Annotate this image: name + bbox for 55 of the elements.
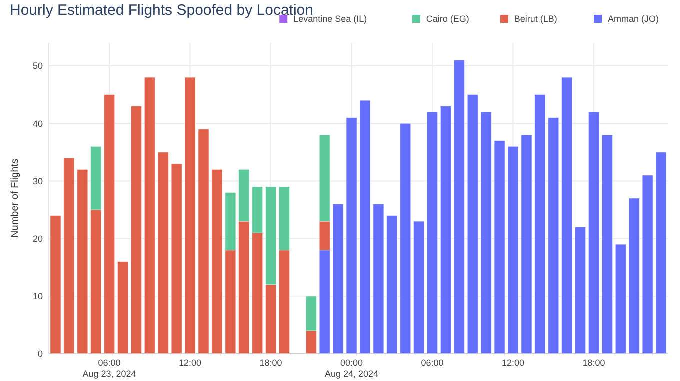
x-tick-label: 00:00 Aug 24, 2024 (324, 358, 379, 379)
bar (144, 77, 156, 354)
x-tick-label: 12:00 (502, 358, 525, 368)
bar (467, 94, 478, 354)
bar (184, 77, 196, 354)
bar (562, 77, 573, 354)
y-tick-label: 30 (32, 176, 43, 186)
bar (440, 106, 452, 354)
y-tick-label: 40 (32, 118, 43, 129)
bar (171, 164, 182, 354)
bar (427, 112, 438, 354)
bar (400, 123, 412, 354)
x-tick-label: 12:00 (179, 358, 202, 368)
bar (628, 198, 640, 354)
bar (130, 106, 142, 354)
bar (480, 112, 492, 354)
legend-label: Amman (JO) (608, 14, 660, 24)
bar (588, 112, 600, 354)
bar (64, 158, 75, 354)
bar (508, 146, 519, 354)
x-tick-label: 06:00 (421, 358, 444, 368)
bar (212, 169, 223, 354)
bar (656, 152, 667, 354)
y-tick-label: 20 (32, 234, 43, 244)
x-tick-label: 06:00 Aug 23, 2024 (82, 358, 136, 379)
bar (158, 152, 169, 354)
legend-label: Beirut (LB) (514, 14, 558, 24)
bar (198, 129, 210, 354)
x-tick-label: 18:00 (582, 358, 606, 368)
bar (104, 94, 116, 354)
x-tick-label: 18:00 (260, 358, 282, 368)
bar (414, 221, 425, 354)
bar (454, 60, 465, 354)
bar (118, 262, 129, 354)
bar (332, 204, 344, 354)
bar (521, 134, 532, 354)
y-tick-label: 0 (38, 349, 43, 360)
bar (534, 94, 546, 354)
bar (548, 118, 560, 354)
bar (602, 134, 613, 354)
bar (77, 169, 88, 354)
legend-label: Levantine Sea (IL) (294, 14, 368, 24)
legend-label: Cairo (EG) (426, 14, 470, 24)
bar (615, 244, 626, 354)
bar (494, 140, 506, 354)
bar (50, 216, 62, 354)
y-tick-label: 10 (32, 292, 43, 302)
bar (642, 175, 654, 354)
bar (373, 204, 384, 354)
bar (360, 100, 371, 354)
bar (346, 118, 358, 354)
y-tick-label: 50 (32, 61, 43, 72)
bar (386, 216, 398, 354)
y-axis-title: Number of Flights (10, 159, 21, 238)
bar (575, 227, 586, 354)
